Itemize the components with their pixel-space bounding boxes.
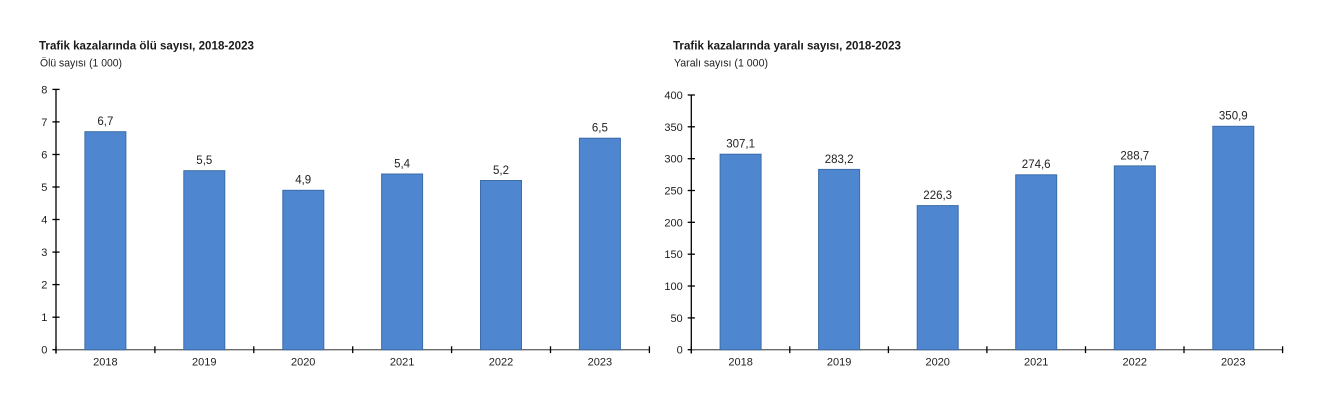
svg-text:4: 4 [41,215,47,227]
svg-text:100: 100 [664,281,682,293]
svg-text:400: 400 [664,90,682,102]
svg-text:2020: 2020 [291,357,315,369]
svg-text:307,1: 307,1 [726,139,755,151]
svg-text:2019: 2019 [192,357,216,369]
svg-text:4,9: 4,9 [295,175,311,187]
svg-text:Yaralı sayısı (1 000): Yaralı sayısı (1 000) [674,58,768,70]
svg-text:6: 6 [41,150,47,162]
svg-text:50: 50 [670,313,682,325]
svg-text:2018: 2018 [93,357,117,369]
svg-text:0: 0 [41,345,47,357]
svg-text:300: 300 [664,154,682,166]
svg-text:2019: 2019 [827,357,851,369]
svg-text:Trafik kazalarında ölü sayısı,: Trafik kazalarında ölü sayısı, 2018-2023 [39,38,254,52]
svg-text:200: 200 [664,217,682,229]
svg-text:Trafik kazalarında yaralı sayı: Trafik kazalarında yaralı sayısı, 2018-2… [673,38,901,52]
svg-text:5,4: 5,4 [394,158,411,170]
svg-text:2020: 2020 [925,357,949,369]
svg-text:2021: 2021 [1024,357,1048,369]
svg-text:2022: 2022 [489,357,513,369]
svg-text:Ölü sayısı (1 000): Ölü sayısı (1 000) [40,58,122,70]
svg-text:1: 1 [41,312,47,324]
svg-text:274,6: 274,6 [1022,159,1051,171]
svg-text:5,2: 5,2 [493,165,509,177]
svg-text:2023: 2023 [1221,357,1245,369]
svg-text:2: 2 [41,280,47,292]
svg-text:283,2: 283,2 [825,154,854,166]
svg-text:250: 250 [664,186,682,198]
svg-text:6,5: 6,5 [592,123,608,135]
svg-text:350: 350 [664,122,682,134]
svg-text:0: 0 [677,345,683,357]
svg-text:5,5: 5,5 [196,155,212,167]
svg-text:288,7: 288,7 [1120,150,1149,162]
svg-text:350,9: 350,9 [1219,111,1248,123]
svg-text:2023: 2023 [588,357,612,369]
svg-text:150: 150 [664,249,682,261]
svg-text:2021: 2021 [390,357,414,369]
svg-text:5: 5 [41,182,47,194]
svg-text:6,7: 6,7 [97,116,113,128]
svg-text:2018: 2018 [728,357,752,369]
svg-text:2022: 2022 [1123,357,1147,369]
svg-text:8: 8 [41,84,47,96]
svg-text:7: 7 [41,117,47,129]
svg-text:226,3: 226,3 [923,190,952,202]
svg-text:3: 3 [41,247,47,259]
